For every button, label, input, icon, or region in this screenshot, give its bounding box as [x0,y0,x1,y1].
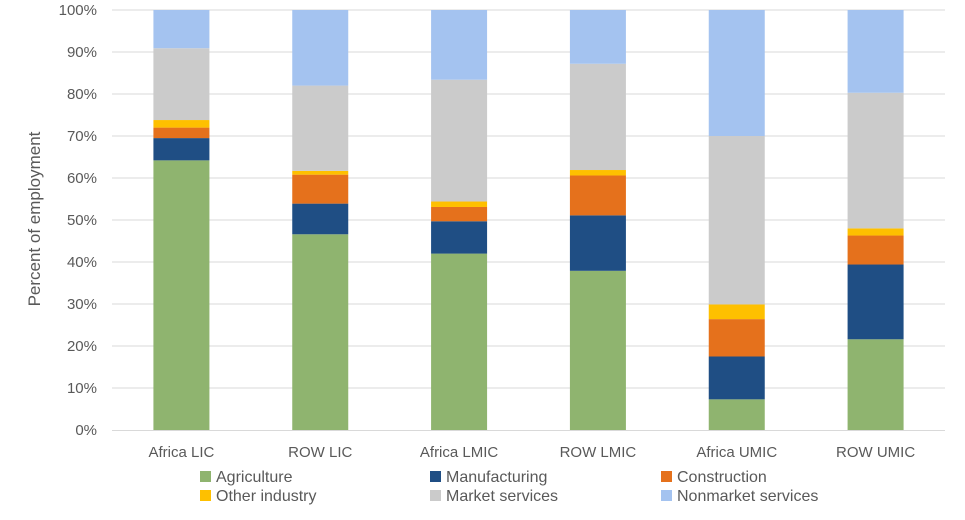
legend-item: Nonmarket services [661,488,818,505]
gridlines [112,9,945,389]
x-tick-label: ROW LMIC [560,444,637,461]
bar-segment [292,85,349,171]
legend: Agriculture Manufacturing Construction Othe… [200,469,818,505]
bar-segment [292,174,349,204]
bar-segment [847,92,904,229]
bar-segment [292,10,349,86]
legend-swatch [200,471,211,482]
bar-stack [708,10,765,430]
bar-stack [431,10,488,430]
bar-segment [847,10,904,93]
bar-segment [431,253,488,430]
bar-segment [292,234,349,430]
y-tick-label: 40% [67,254,97,271]
x-tick-label: Africa UMIC [696,444,777,461]
bar-segment [847,264,904,340]
bar-stack [292,10,349,430]
legend-swatch [200,490,211,501]
bar-segment [153,120,210,128]
bar-segment [153,48,210,121]
y-tick-label: 100% [59,2,97,19]
bar-segment [708,356,765,400]
y-tick-label: 10% [67,380,97,397]
legend-label: Market services [446,488,558,505]
bar-segment [431,10,488,80]
bar-segment [569,10,626,64]
bar-stack [569,10,626,430]
bar-segment [153,127,210,139]
y-tick-label: 0% [75,422,97,439]
bar-stack [847,10,904,430]
bar-segment [708,10,765,136]
bar-stack [153,10,210,431]
x-tick-label: Africa LIC [148,444,214,461]
legend-label: Agriculture [216,469,293,486]
bar-segment [847,235,904,265]
bar-segment [292,170,349,175]
bar-segment [569,175,626,216]
bar-segment [431,79,488,202]
bar-segment [292,203,349,235]
y-axis-title: Percent of employment [25,131,44,306]
bar-segment [153,138,210,161]
legend-swatch [430,490,441,501]
bar-segment [431,201,488,207]
y-tick-label: 70% [67,128,97,145]
bar-segment [708,136,765,305]
y-tick-label: 90% [67,44,97,61]
bar-segment [569,270,626,430]
bar-segment [569,170,626,176]
legend-swatch [661,490,672,501]
bar-segment [153,10,210,49]
y-tick-label: 60% [67,170,97,187]
legend-item: Manufacturing [430,469,547,486]
x-tick-label: ROW UMIC [836,444,915,461]
y-tick-label: 50% [67,212,97,229]
legend-swatch [430,471,441,482]
bar-segment [847,339,904,430]
legend-label: Construction [677,469,767,486]
legend-label: Nonmarket services [677,488,818,505]
y-tick-label: 30% [67,296,97,313]
bar-segment [569,215,626,271]
legend-item: Market services [430,488,558,505]
y-axis-ticks: 0% 10% 20% 30% 40% 50% 60% 70% 80% 90% 100% [59,2,97,439]
legend-label: Other industry [216,488,316,505]
bar-segment [431,206,488,222]
bar-segment [431,221,488,254]
bar-segment [708,319,765,357]
bar-segment [569,63,626,171]
bar-segment [708,304,765,320]
legend-item: Construction [661,469,767,486]
x-tick-label: ROW LIC [288,444,352,461]
legend-item: Other industry [200,488,316,505]
bar-segment [847,228,904,236]
x-tick-label: Africa LMIC [420,444,499,461]
legend-swatch [661,471,672,482]
bars [153,10,904,431]
bar-segment [153,160,210,431]
bar-segment [708,399,765,430]
x-axis-labels: Africa LIC ROW LIC Africa LMIC ROW LMIC Afri… [148,444,915,461]
y-tick-label: 20% [67,338,97,355]
legend-item: Agriculture [200,469,293,486]
legend-label: Manufacturing [446,469,547,486]
y-tick-label: 80% [67,86,97,103]
